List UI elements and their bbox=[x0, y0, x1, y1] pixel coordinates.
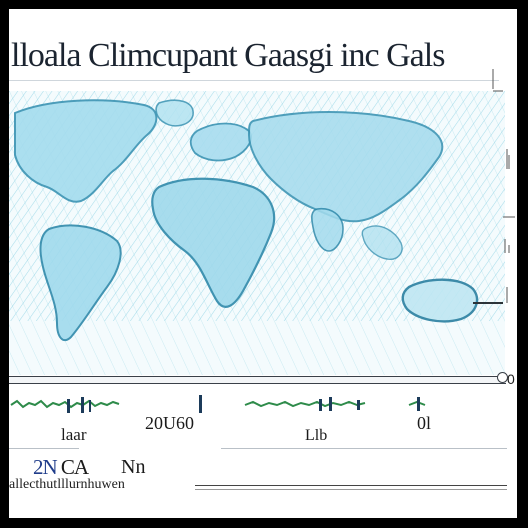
landmass-north-america bbox=[14, 99, 158, 203]
title-divider bbox=[9, 80, 499, 81]
strip-label-c: Llb bbox=[305, 427, 328, 444]
region-code: 2N CA bbox=[33, 455, 89, 480]
timeline-end-label: 0 bbox=[507, 371, 515, 387]
landmass-australia bbox=[401, 278, 479, 323]
landmass-greenland bbox=[155, 99, 194, 127]
region-code-n: Nn bbox=[121, 456, 146, 478]
strip-label-d: 0l bbox=[417, 413, 432, 433]
region-code-prefix: 2N bbox=[33, 455, 58, 479]
landmass-asia bbox=[247, 111, 444, 223]
right-scale-ticks bbox=[492, 69, 515, 303]
landmass-south-america bbox=[39, 224, 122, 342]
timeline-handle[interactable] bbox=[497, 372, 508, 383]
timeline-axis bbox=[9, 376, 506, 384]
world-map bbox=[9, 91, 505, 375]
landmass-southeast-asia bbox=[361, 225, 403, 260]
data-strip bbox=[10, 395, 426, 413]
strip-label-b: 20U60 bbox=[145, 413, 194, 433]
map-title: lloala Climcupant Gaasgi inc Gals bbox=[11, 37, 445, 74]
map-caption: allecthutlllurnhuwen bbox=[9, 477, 125, 492]
map-figure: lloala Climcupant Gaasgi inc Gals bbox=[9, 9, 517, 518]
divider-left bbox=[9, 448, 79, 449]
landmass-africa bbox=[151, 177, 276, 308]
landmass-india bbox=[311, 207, 344, 252]
bottom-divider bbox=[195, 485, 507, 490]
strip-label-a: laar bbox=[61, 425, 87, 444]
region-code-suffix: CA bbox=[56, 455, 89, 479]
divider-right bbox=[221, 448, 507, 449]
landmass-europe bbox=[189, 122, 252, 162]
